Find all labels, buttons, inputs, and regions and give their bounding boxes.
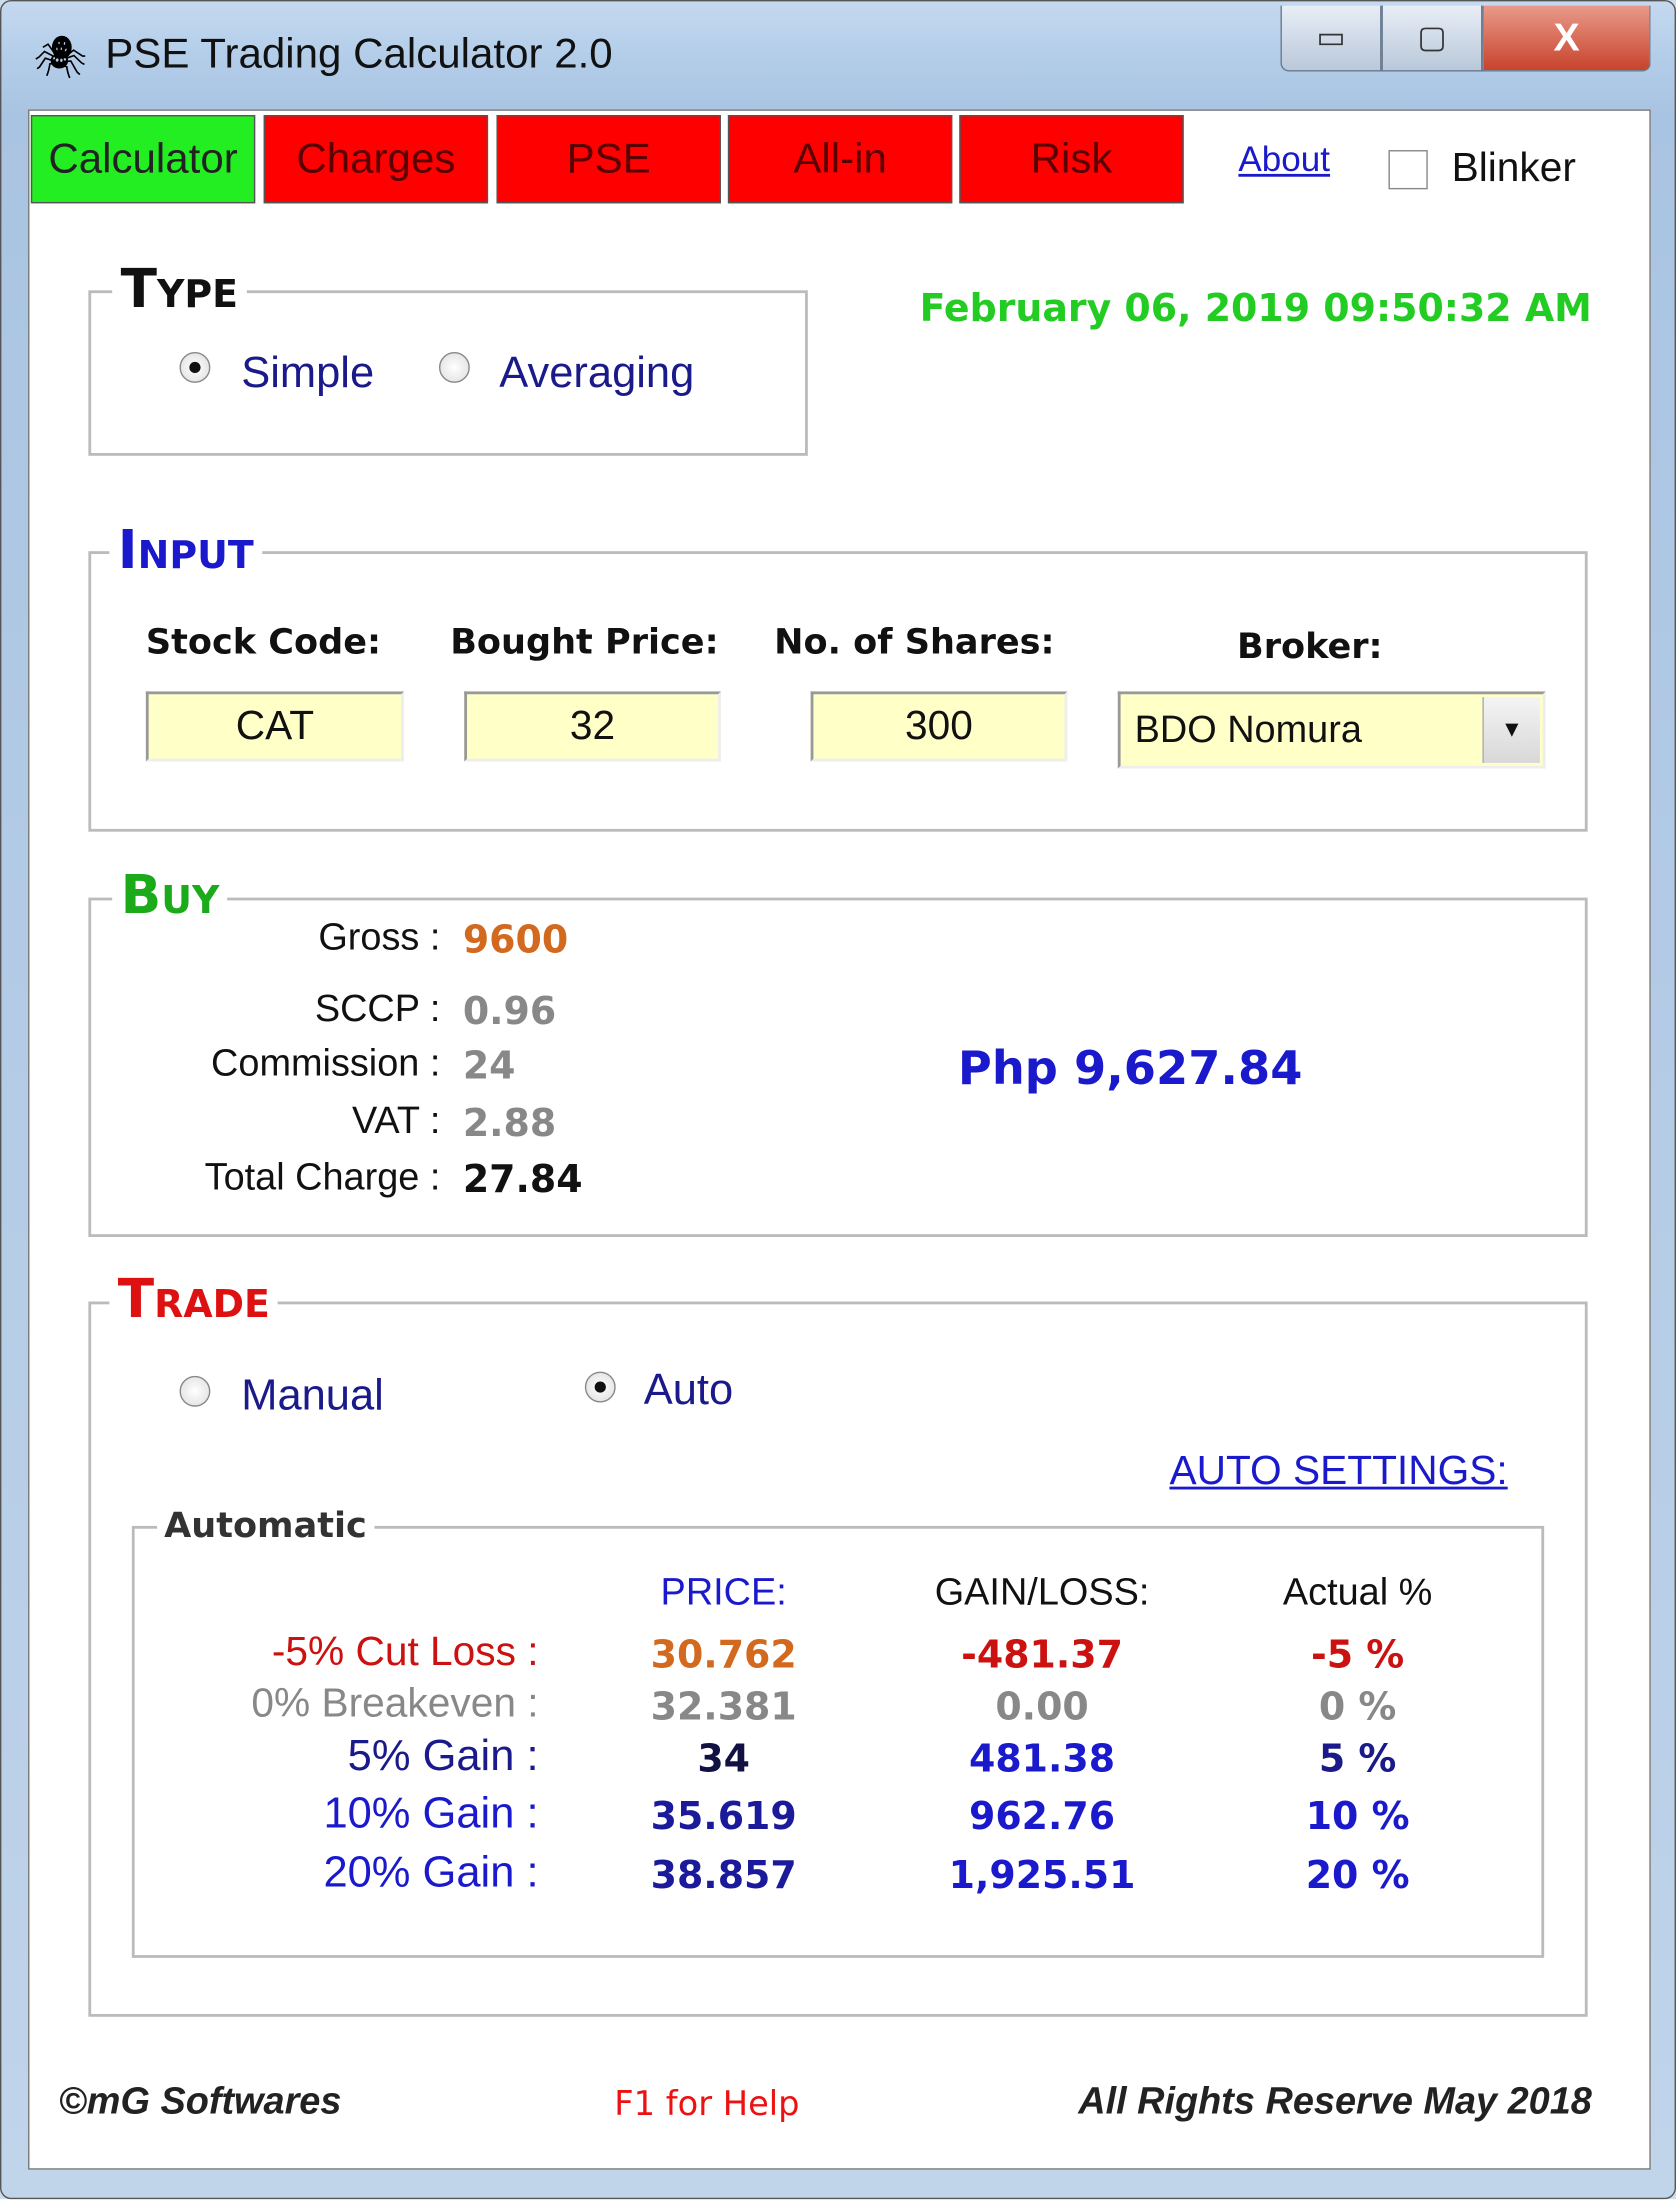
row-label: 10% Gain :: [323, 1788, 539, 1838]
averaging-label: Averaging: [499, 347, 695, 397]
bought-price-input[interactable]: 32: [464, 691, 721, 762]
auto-label: Auto: [643, 1364, 734, 1414]
bought-price-label: Bought Price:: [450, 621, 719, 662]
shares-input[interactable]: 300: [810, 691, 1068, 762]
gross-label: Gross :: [318, 915, 441, 958]
rights-label: All Rights Reserve May 2018: [1078, 2079, 1592, 2122]
row-label: 5% Gain :: [347, 1730, 539, 1780]
averaging-radio[interactable]: [438, 352, 470, 383]
total-charge-value: 27.84: [462, 1158, 583, 1202]
tab-calculator[interactable]: Calculator: [30, 115, 256, 204]
manual-label: Manual: [241, 1370, 384, 1420]
client-area: [28, 109, 1651, 2170]
actual-cell: -5 %: [1311, 1633, 1405, 1678]
price-header: PRICE:: [660, 1570, 787, 1613]
sccp-value: 0.96: [462, 990, 557, 1034]
row-label: 20% Gain :: [323, 1847, 539, 1897]
vat-value: 2.88: [462, 1102, 557, 1146]
gain-loss-cell: 0.00: [995, 1685, 1089, 1730]
shares-label: No. of Shares:: [774, 621, 1055, 662]
gain-loss-cell: 1,925.51: [948, 1854, 1136, 1898]
price-cell: 30.762: [650, 1633, 797, 1678]
gain-loss-cell: 481.38: [968, 1737, 1116, 1782]
company-label: ©mG Softwares: [58, 2079, 342, 2122]
row-label: -5% Cut Loss :: [271, 1629, 539, 1675]
broker-select[interactable]: BDO Nomura ▼: [1117, 691, 1546, 769]
tab-charges[interactable]: Charges: [263, 115, 489, 204]
gain-loss-cell: -481.37: [961, 1633, 1123, 1678]
buy-group: [88, 897, 1588, 1238]
input-group: [88, 551, 1588, 832]
input-legend: Input: [109, 522, 263, 578]
actual-cell: 10 %: [1305, 1795, 1410, 1839]
automatic-group: [131, 1525, 1545, 1958]
simple-radio[interactable]: [179, 352, 211, 383]
automatic-legend: Automatic: [157, 1504, 374, 1546]
maximize-button[interactable]: ▢: [1381, 5, 1483, 72]
tab-pse[interactable]: PSE: [496, 115, 721, 204]
actual-cell: 20 %: [1305, 1854, 1410, 1898]
row-label: 0% Breakeven :: [251, 1681, 539, 1727]
broker-value: BDO Nomura: [1134, 708, 1362, 751]
about-link[interactable]: About: [1238, 140, 1331, 180]
trade-group: [88, 1301, 1588, 2017]
type-legend: Type: [112, 260, 247, 317]
commission-value: 24: [462, 1044, 516, 1089]
tab-all-in[interactable]: All-in: [727, 115, 953, 204]
actual-percent-header: Actual %: [1282, 1570, 1433, 1613]
total-charge-label: Total Charge :: [204, 1155, 441, 1198]
tab-risk[interactable]: Risk: [959, 115, 1184, 204]
buy-total: Php 9,627.84: [957, 1040, 1303, 1096]
price-cell: 38.857: [650, 1854, 797, 1898]
type-group: [88, 290, 808, 456]
actual-cell: 0 %: [1318, 1685, 1397, 1730]
app-icon: 🕷: [33, 35, 88, 82]
manual-radio[interactable]: [179, 1375, 211, 1407]
price-cell: 35.619: [650, 1795, 797, 1839]
buy-legend: Buy: [112, 866, 228, 923]
price-cell: 32.381: [650, 1685, 797, 1730]
trade-legend: Trade: [109, 1270, 279, 1327]
simple-label: Simple: [241, 347, 375, 397]
stock-code-label: Stock Code:: [145, 621, 381, 662]
vat-label: VAT :: [351, 1099, 441, 1142]
commission-label: Commission :: [211, 1042, 441, 1085]
chevron-down-icon[interactable]: ▼: [1482, 697, 1540, 763]
gain-loss-cell: 962.76: [968, 1795, 1116, 1839]
window-title: PSE Trading Calculator 2.0: [105, 30, 613, 78]
minimize-button[interactable]: ▭: [1280, 5, 1382, 72]
broker-label: Broker:: [1237, 625, 1383, 667]
close-button[interactable]: X: [1482, 5, 1651, 72]
gain-loss-header: GAIN/LOSS:: [934, 1570, 1150, 1613]
gross-value: 9600: [462, 918, 569, 963]
help-hint: F1 for Help: [614, 2084, 800, 2124]
blinker-label: Blinker: [1451, 145, 1576, 191]
auto-settings-link[interactable]: AUTO SETTINGS:: [1169, 1448, 1508, 1494]
blinker-checkbox[interactable]: [1388, 150, 1428, 190]
datetime: February 06, 2019 09:50:32 AM: [919, 287, 1592, 331]
auto-radio[interactable]: [584, 1371, 616, 1403]
actual-cell: 5 %: [1318, 1737, 1397, 1782]
sccp-label: SCCP :: [314, 987, 441, 1030]
price-cell: 34: [697, 1737, 751, 1782]
stock-code-input[interactable]: CAT: [145, 691, 404, 762]
